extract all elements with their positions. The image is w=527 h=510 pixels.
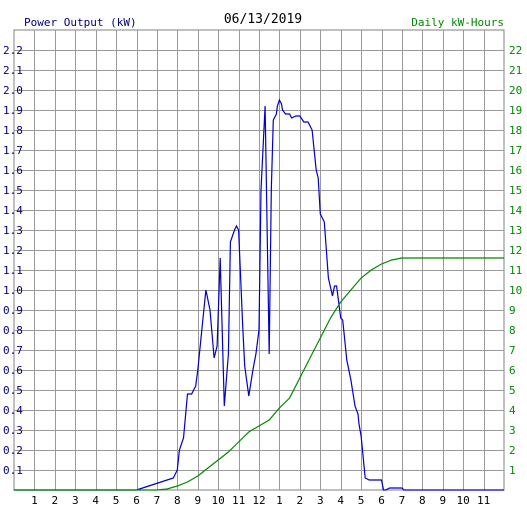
right-tick-label: 6: [509, 364, 516, 377]
series: [14, 98, 504, 491]
x-tick-label: 7: [399, 494, 406, 507]
x-tick-label: 2: [297, 494, 304, 507]
x-tick-label: 4: [92, 494, 99, 507]
x-tick-label: 1: [31, 494, 38, 507]
x-tick-label: 2: [52, 494, 59, 507]
x-tick-label: 8: [174, 494, 181, 507]
right-tick-label: 5: [509, 384, 516, 397]
left-tick-label: 0.2: [3, 444, 23, 457]
left-tick-label: 1.7: [3, 144, 23, 157]
x-tick-label: 12: [252, 494, 265, 507]
left-tick-label: 1.6: [3, 164, 23, 177]
x-tick-label: 3: [317, 494, 324, 507]
left-tick-label: 2.1: [3, 64, 23, 77]
right-tick-label: 16: [509, 164, 522, 177]
right-tick-label: 13: [509, 224, 522, 237]
right-tick-label: 1: [509, 464, 516, 477]
x-axis-ticks: 1 2 3 4 5 6 7 8 9 10 11 12 1 2 3 4 5 6 7 8 9 10 11: [31, 494, 490, 507]
left-tick-label: 1.1: [3, 264, 23, 277]
right-tick-label: 19: [509, 104, 522, 117]
power-output-line: [14, 98, 504, 491]
left-tick-label: 1.4: [3, 204, 23, 217]
grid: [14, 30, 504, 490]
left-tick-label: 0.9: [3, 304, 23, 317]
right-tick-label: 17: [509, 144, 522, 157]
x-tick-label: 5: [113, 494, 120, 507]
x-tick-label: 5: [358, 494, 365, 507]
right-tick-label: 18: [509, 124, 522, 137]
daily-kwh-line: [14, 257, 504, 491]
right-tick-label: 14: [509, 204, 523, 217]
left-tick-label: 0.8: [3, 324, 23, 337]
left-tick-label: 1.5: [3, 184, 23, 197]
x-tick-label: 9: [439, 494, 446, 507]
left-tick-label: 0.3: [3, 424, 23, 437]
left-tick-label: 1.8: [3, 124, 23, 137]
right-tick-label: 7: [509, 344, 516, 357]
chart-title: 06/13/2019: [224, 12, 302, 27]
x-tick-label: 9: [194, 494, 201, 507]
left-axis-ticks: 0.1 0.2 0.3 0.4 0.5 0.6 0.7 0.8 0.9 1.0 1.1 1.2 1.3 1…: [3, 44, 23, 477]
left-tick-label: 2.0: [3, 84, 23, 97]
x-tick-label: 10: [212, 494, 225, 507]
right-tick-label: 4: [509, 404, 516, 417]
x-tick-label: 1: [276, 494, 283, 507]
left-axis-title: Power Output (kW): [24, 16, 137, 29]
right-tick-label: 15: [509, 184, 522, 197]
x-tick-label: 7: [154, 494, 161, 507]
x-tick-label: 6: [378, 494, 385, 507]
left-tick-label: 0.7: [3, 344, 23, 357]
right-tick-label: 20: [509, 84, 522, 97]
x-tick-label: 3: [72, 494, 79, 507]
left-tick-label: 0.5: [3, 384, 23, 397]
left-tick-label: 2.2: [3, 44, 23, 57]
left-tick-label: 1.9: [3, 104, 23, 117]
right-tick-label: 21: [509, 64, 522, 77]
right-tick-label: 12: [509, 244, 522, 257]
left-tick-label: 0.1: [3, 464, 23, 477]
left-tick-label: 1.2: [3, 244, 23, 257]
right-tick-label: 8: [509, 324, 516, 337]
left-tick-label: 1.3: [3, 224, 23, 237]
right-tick-label: 22: [509, 44, 522, 57]
right-tick-label: 2: [509, 444, 516, 457]
x-tick-label: 8: [419, 494, 426, 507]
right-tick-label: 10: [509, 284, 522, 297]
left-tick-label: 0.4: [3, 404, 23, 417]
x-tick-label: 4: [337, 494, 344, 507]
right-tick-label: 9: [509, 304, 516, 317]
x-tick-label: 10: [457, 494, 470, 507]
right-tick-label: 3: [509, 424, 516, 437]
x-tick-label: 11: [232, 494, 245, 507]
left-tick-label: 1.0: [3, 284, 23, 297]
left-tick-label: 0.6: [3, 364, 23, 377]
right-tick-label: 11: [509, 264, 522, 277]
right-axis-title: Daily kW-Hours: [411, 16, 504, 29]
x-tick-label: 6: [133, 494, 140, 507]
x-tick-label: 11: [477, 494, 490, 507]
